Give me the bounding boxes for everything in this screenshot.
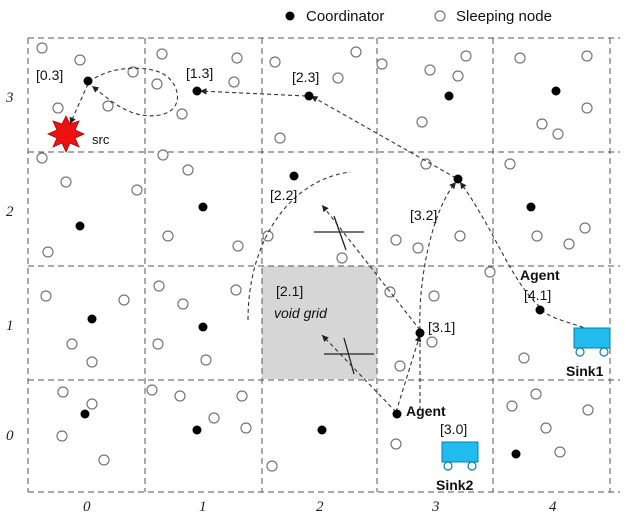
routing-paths (69, 67, 591, 413)
legend: Coordinator Sleeping node (285, 8, 552, 25)
label-c03: [0.3] (36, 67, 63, 83)
label-c41: [4.1] (524, 287, 551, 303)
y-tick-0: 0 (6, 428, 14, 444)
source-star-icon (47, 115, 85, 153)
y-axis-labels: 3 2 1 0 (5, 90, 14, 444)
blocked-markers (314, 215, 374, 375)
legend-coordinator-marker (285, 11, 295, 21)
y-tick-2: 2 (6, 204, 14, 220)
label-c30: [3.0] (440, 421, 467, 437)
label-c32: [3.2] (410, 207, 437, 223)
y-tick-1: 1 (6, 318, 14, 334)
label-c21: [2.1] (276, 283, 303, 299)
x-tick-3: 3 (431, 499, 440, 515)
label-agent1: Agent (520, 267, 560, 283)
sink2-label: Sink2 (436, 477, 474, 493)
label-c22: [2.2] (270, 187, 297, 203)
sink1: Sink1 (566, 327, 611, 379)
source-node: src (47, 115, 110, 153)
label-void-grid: void grid (274, 305, 328, 321)
sink2: Sink2 (436, 441, 479, 493)
sleeping-nodes (36, 42, 594, 472)
x-tick-0: 0 (83, 499, 91, 515)
x-axis-labels: 0 1 2 3 4 (83, 499, 557, 515)
y-tick-3: 3 (5, 90, 14, 106)
legend-coordinator-label: Coordinator (306, 8, 384, 25)
sink2-body-icon (441, 441, 479, 463)
sink1-body-icon (573, 327, 611, 349)
label-c31: [3.1] (428, 319, 455, 335)
label-agent2: Agent (406, 403, 446, 419)
x-tick-1: 1 (199, 499, 207, 515)
x-tick-2: 2 (316, 499, 324, 515)
label-c13: [1.3] (186, 65, 213, 81)
source-label: src (92, 132, 110, 147)
x-tick-4: 4 (549, 499, 557, 515)
label-c23: [2.3] (292, 69, 319, 85)
coordinator-nodes (75, 76, 561, 459)
void-grid-cell (262, 266, 377, 379)
legend-sleeping-label: Sleeping node (456, 8, 552, 25)
sink1-label: Sink1 (566, 363, 604, 379)
cell-labels: [0.3] [1.3] [2.3] [2.2] [3.2] [2.1] void… (36, 65, 560, 437)
legend-sleeping-marker (434, 10, 446, 22)
grid-lines (27, 37, 620, 493)
